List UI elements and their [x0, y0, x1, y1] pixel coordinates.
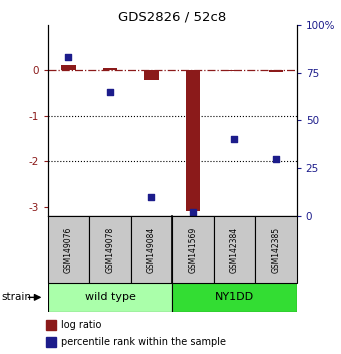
Bar: [255, 216, 297, 283]
Bar: [144, 70, 159, 80]
Point: [66, 55, 71, 60]
Text: NY1DD: NY1DD: [215, 292, 254, 302]
Text: percentile rank within the sample: percentile rank within the sample: [61, 337, 226, 347]
Bar: [48, 283, 172, 312]
Bar: [46, 320, 56, 330]
Text: GSM149076: GSM149076: [64, 226, 73, 273]
Point: [107, 89, 113, 95]
Bar: [172, 216, 214, 283]
Text: GSM149078: GSM149078: [105, 227, 115, 273]
Point: [273, 156, 279, 161]
Bar: [131, 216, 172, 283]
Bar: [269, 70, 283, 72]
Bar: [46, 337, 56, 347]
Point: [190, 209, 196, 215]
Title: GDS2826 / 52c8: GDS2826 / 52c8: [118, 11, 226, 24]
Text: GSM142385: GSM142385: [271, 227, 280, 273]
Bar: [227, 70, 242, 71]
Text: GSM149084: GSM149084: [147, 227, 156, 273]
Text: GSM141569: GSM141569: [189, 227, 197, 273]
Text: GSM142384: GSM142384: [230, 227, 239, 273]
Text: wild type: wild type: [85, 292, 135, 302]
Point: [149, 194, 154, 200]
Bar: [172, 283, 297, 312]
Text: strain: strain: [2, 292, 32, 302]
Text: log ratio: log ratio: [61, 320, 102, 330]
Bar: [48, 216, 89, 283]
Bar: [61, 65, 76, 70]
Point: [232, 137, 237, 142]
Bar: [214, 216, 255, 283]
Bar: [103, 68, 117, 70]
Bar: [186, 70, 200, 211]
Bar: [89, 216, 131, 283]
